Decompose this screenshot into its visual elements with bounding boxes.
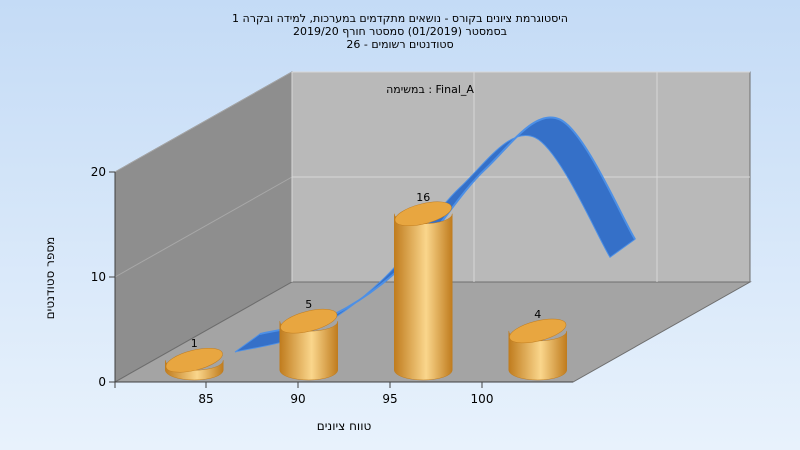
- y-tick-label-0: 0: [98, 375, 106, 389]
- y-tick-label-20: 20: [91, 165, 106, 179]
- x-axis-label: טווח ציונים: [317, 419, 372, 433]
- bar-85: 1: [165, 337, 224, 381]
- data-label-90: 5: [305, 298, 312, 311]
- bar-90: 5: [279, 298, 338, 381]
- bar-top-90: [280, 308, 338, 334]
- bar-top-100: [509, 318, 567, 344]
- bar-top-95: [394, 201, 452, 226]
- chart-title: היסטוגרמת ציונים בקורס - נושאים מתקדמים …: [232, 12, 568, 51]
- bars: 1 5 16 4: [165, 191, 567, 381]
- task-annotation: במשימה : Final_A: [386, 83, 474, 96]
- grid-line-left-2: [114, 71, 293, 173]
- title-line-1: היסטוגרמת ציונים בקורס - נושאים מתקדמים …: [232, 12, 568, 25]
- bar-95: 16: [394, 191, 453, 381]
- title-line-2: בסמסטר (01/2019) סמסטר חורף 2019/20: [293, 25, 507, 38]
- data-label-100: 4: [534, 308, 541, 321]
- bar-100: 4: [508, 308, 567, 381]
- bar-top-85: [165, 348, 223, 373]
- bar-body-95: [394, 213, 453, 381]
- x-tick-label-90: 90: [290, 392, 305, 406]
- tick-labels: 0 10 20 85 90 95 100: [91, 165, 494, 406]
- data-label-85: 1: [191, 337, 198, 350]
- x-tick-label-85: 85: [198, 392, 213, 406]
- x-tick-label-100: 100: [471, 392, 494, 406]
- y-tick-label-10: 10: [91, 270, 106, 284]
- title-line-3: סטודנטים רשומים - 26: [346, 38, 453, 51]
- grid-line-left-1: [114, 176, 293, 278]
- y-axis-label: מספר סטודנטים: [43, 237, 57, 320]
- x-tick-label-95: 95: [382, 392, 397, 406]
- data-label-95: 16: [416, 191, 430, 204]
